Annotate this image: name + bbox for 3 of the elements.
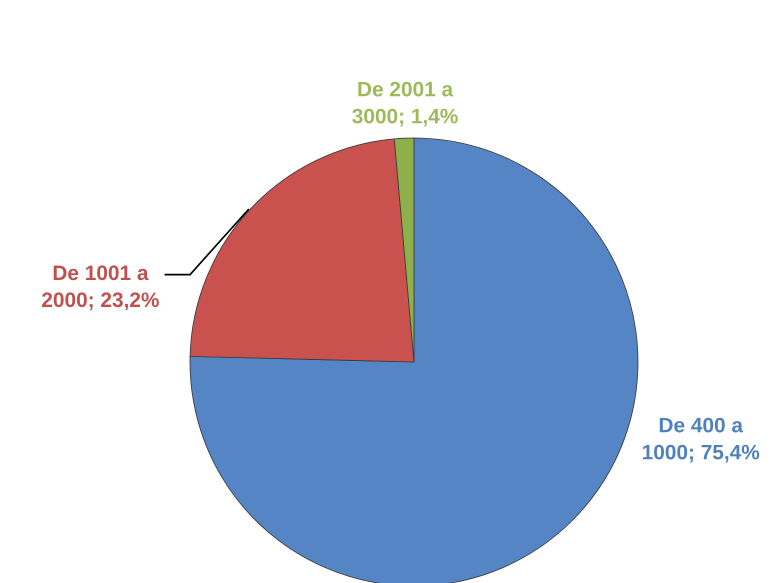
slice-label: De 2001 a 3000; 1,4%	[352, 82, 458, 126]
slice-label: De 1001 a 2000; 23,2%	[42, 265, 159, 310]
slice-label: De 400 a 1000; 75,4%	[642, 418, 760, 462]
